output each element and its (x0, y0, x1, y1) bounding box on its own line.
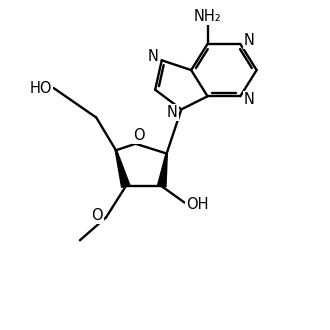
Text: O: O (133, 128, 145, 143)
Text: OH: OH (186, 197, 209, 212)
Text: HO: HO (30, 81, 52, 96)
Text: N: N (167, 105, 178, 120)
Polygon shape (157, 153, 167, 187)
Text: N: N (147, 49, 158, 64)
Text: N: N (244, 92, 255, 107)
Text: O: O (91, 208, 103, 223)
Text: N: N (244, 33, 255, 48)
Polygon shape (115, 150, 130, 187)
Text: NH₂: NH₂ (194, 9, 221, 24)
